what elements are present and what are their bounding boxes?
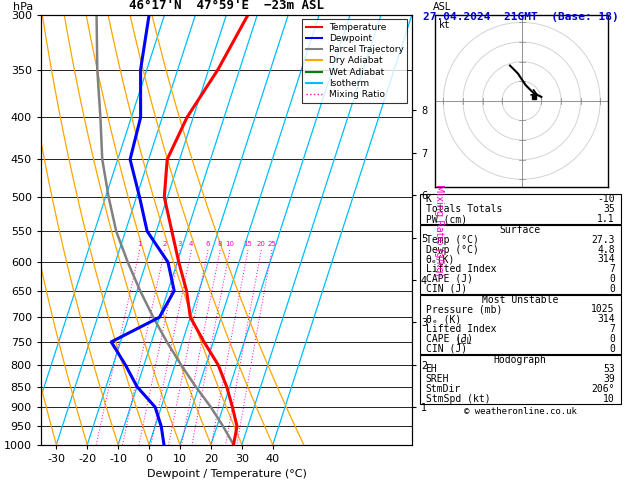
Text: CAPE (J): CAPE (J) bbox=[426, 334, 472, 344]
Text: 0: 0 bbox=[609, 344, 615, 354]
Text: 6: 6 bbox=[206, 241, 210, 247]
Text: 0: 0 bbox=[609, 334, 615, 344]
Text: 1025: 1025 bbox=[591, 304, 615, 314]
Text: 4.8: 4.8 bbox=[597, 244, 615, 255]
Text: 1.1: 1.1 bbox=[597, 214, 615, 224]
Text: 0: 0 bbox=[609, 284, 615, 294]
Text: © weatheronline.co.uk: © weatheronline.co.uk bbox=[464, 407, 577, 416]
Text: kt: kt bbox=[439, 20, 451, 30]
Text: 39: 39 bbox=[603, 374, 615, 384]
Text: K: K bbox=[426, 194, 431, 205]
Text: θₑ (K): θₑ (K) bbox=[426, 314, 461, 324]
Text: km
ASL: km ASL bbox=[433, 0, 451, 13]
Text: LCL: LCL bbox=[457, 337, 472, 347]
Text: -10: -10 bbox=[597, 194, 615, 205]
Text: 0: 0 bbox=[609, 274, 615, 284]
Text: 15: 15 bbox=[243, 241, 252, 247]
Text: 10: 10 bbox=[603, 394, 615, 404]
Text: 1: 1 bbox=[137, 241, 142, 247]
Bar bbox=[420, 355, 621, 404]
Text: 8: 8 bbox=[218, 241, 223, 247]
Text: 4: 4 bbox=[189, 241, 194, 247]
Legend: Temperature, Dewpoint, Parcel Trajectory, Dry Adiabat, Wet Adiabat, Isotherm, Mi: Temperature, Dewpoint, Parcel Trajectory… bbox=[302, 19, 408, 103]
Text: Most Unstable: Most Unstable bbox=[482, 295, 559, 305]
Text: Hodograph: Hodograph bbox=[494, 355, 547, 364]
Bar bbox=[420, 225, 621, 294]
Text: 25: 25 bbox=[267, 241, 276, 247]
Text: EH: EH bbox=[426, 364, 437, 374]
Bar bbox=[420, 194, 621, 224]
Text: hPa: hPa bbox=[13, 2, 33, 13]
Text: StmSpd (kt): StmSpd (kt) bbox=[426, 394, 490, 404]
Text: Pressure (mb): Pressure (mb) bbox=[426, 304, 502, 314]
Text: 53: 53 bbox=[603, 364, 615, 374]
Title: 46°17'N  47°59'E  −23m ASL: 46°17'N 47°59'E −23m ASL bbox=[129, 0, 324, 12]
Text: SREH: SREH bbox=[426, 374, 449, 384]
Text: CIN (J): CIN (J) bbox=[426, 284, 467, 294]
Text: 314: 314 bbox=[597, 254, 615, 264]
Text: 206°: 206° bbox=[591, 384, 615, 394]
Y-axis label: Mixing Ratio (g/kg): Mixing Ratio (g/kg) bbox=[434, 184, 444, 276]
Text: θₑ(K): θₑ(K) bbox=[426, 254, 455, 264]
Text: PW (cm): PW (cm) bbox=[426, 214, 467, 224]
Text: 20: 20 bbox=[257, 241, 265, 247]
Text: Lifted Index: Lifted Index bbox=[426, 264, 496, 274]
Text: 27.04.2024  21GMT  (Base: 18): 27.04.2024 21GMT (Base: 18) bbox=[423, 12, 618, 22]
Text: 10: 10 bbox=[225, 241, 235, 247]
Text: 7: 7 bbox=[609, 324, 615, 334]
Text: 3: 3 bbox=[178, 241, 182, 247]
Bar bbox=[420, 295, 621, 354]
Text: 314: 314 bbox=[597, 314, 615, 324]
Text: StmDir: StmDir bbox=[426, 384, 461, 394]
X-axis label: Dewpoint / Temperature (°C): Dewpoint / Temperature (°C) bbox=[147, 469, 306, 479]
Text: Temp (°C): Temp (°C) bbox=[426, 235, 479, 244]
Text: Surface: Surface bbox=[499, 225, 541, 235]
Text: 2: 2 bbox=[162, 241, 167, 247]
Text: 27.3: 27.3 bbox=[591, 235, 615, 244]
Text: 7: 7 bbox=[609, 264, 615, 274]
Text: Totals Totals: Totals Totals bbox=[426, 204, 502, 214]
Text: Dewp (°C): Dewp (°C) bbox=[426, 244, 479, 255]
Text: CIN (J): CIN (J) bbox=[426, 344, 467, 354]
Text: CAPE (J): CAPE (J) bbox=[426, 274, 472, 284]
Text: Lifted Index: Lifted Index bbox=[426, 324, 496, 334]
Text: 35: 35 bbox=[603, 204, 615, 214]
